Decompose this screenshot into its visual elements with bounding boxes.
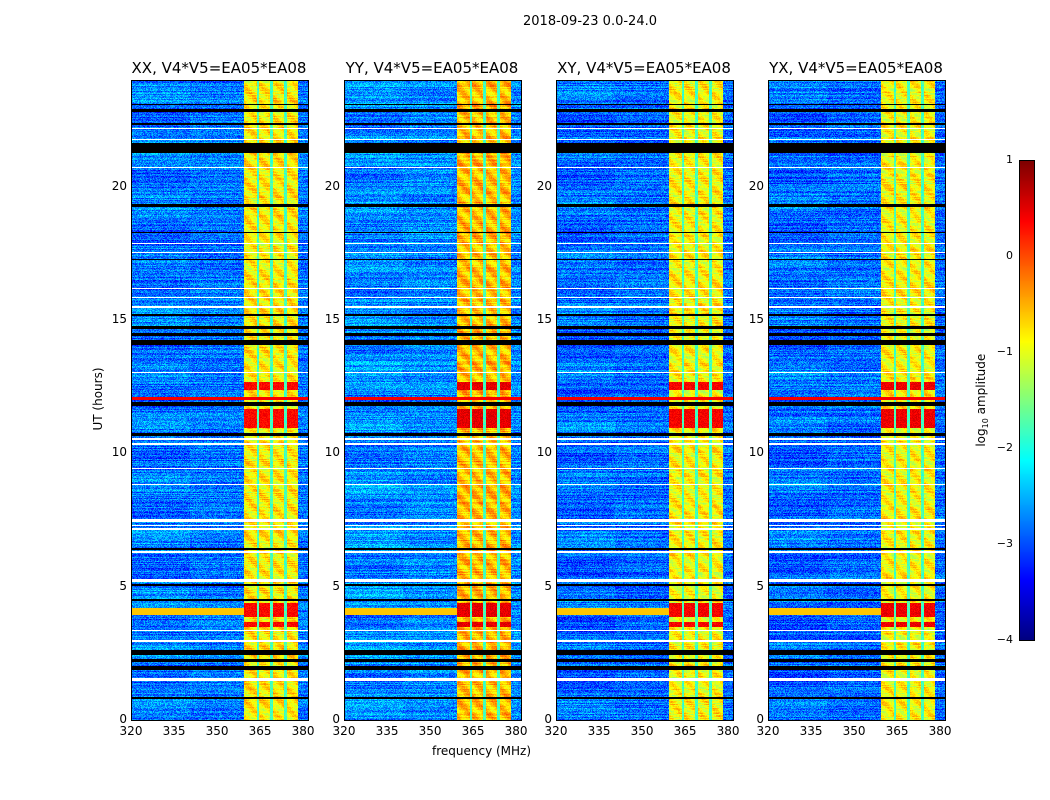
panel-title-0: XX, V4*V5=EA05*EA08 [131,59,307,77]
colorbar-tick-label: 1 [1006,153,1013,166]
heatmap-panel-2 [556,80,734,721]
x-tick-label: 365 [885,724,909,738]
x-tick-label: 320 [756,724,780,738]
x-tick-label: 380 [716,724,740,738]
x-tick-label: 320 [544,724,568,738]
colorbar-label-rest: amplitude [973,353,988,419]
heatmap-panel-1 [344,80,522,721]
y-tick-label: 10 [536,445,552,460]
y-tick-label: 5 [756,578,764,593]
y-tick-label: 5 [332,578,340,593]
x-tick-label: 365 [248,724,272,738]
y-tick-label: 15 [748,312,764,326]
y-tick-label: 20 [111,178,127,193]
y-tick-label: 0 [332,712,340,726]
x-tick-label: 365 [673,724,697,738]
x-tick-label: 335 [162,724,186,738]
x-tick-label: 335 [799,724,823,738]
colorbar-tick-label: −1 [996,345,1013,358]
y-tick-label: 5 [119,578,127,593]
y-tick-label: 20 [324,178,340,193]
heatmap-image-3 [769,81,945,720]
colorbar-tick-label: −2 [996,441,1013,454]
y-tick-label: 5 [544,578,552,593]
panel-title-3: YX, V4*V5=EA05*EA08 [769,59,943,77]
x-tick-label: 320 [119,724,143,738]
colorbar-label-sub: 10 [981,418,991,429]
y-tick-label: 10 [324,445,340,460]
heatmap-image-0 [132,81,308,720]
y-tick-label: 0 [544,712,552,726]
x-tick-label: 380 [504,724,528,738]
x-tick-label: 350 [418,724,442,738]
y-tick-label: 20 [536,178,552,193]
x-tick-label: 350 [630,724,654,738]
colorbar-tick-label: −3 [996,537,1013,550]
x-tick-label: 335 [375,724,399,738]
colorbar [1019,160,1035,641]
x-tick-label: 350 [842,724,866,738]
y-tick-label: 20 [748,178,764,193]
y-tick-label: 15 [324,312,340,326]
x-tick-label: 335 [587,724,611,738]
y-tick-label: 0 [756,712,764,726]
colorbar-tick-label: −4 [996,633,1013,646]
heatmap-panel-0 [131,80,309,721]
x-axis-label: frequency (MHz) [432,744,532,758]
y-tick-label: 15 [111,312,127,326]
heatmap-image-2 [557,81,733,720]
x-tick-label: 320 [332,724,356,738]
x-tick-label: 380 [291,724,315,738]
panel-title-1: YY, V4*V5=EA05*EA08 [345,59,519,77]
colorbar-label: log10 amplitude [974,350,990,450]
y-tick-label: 0 [119,712,127,726]
x-tick-label: 380 [928,724,952,738]
x-tick-label: 350 [205,724,229,738]
heatmap-panel-3 [768,80,946,721]
y-tick-label: 10 [748,445,764,460]
colorbar-tick-label: 0 [1006,249,1013,262]
y-tick-label: 15 [536,312,552,326]
panel-title-2: XY, V4*V5=EA05*EA08 [557,59,731,77]
y-axis-label: UT (hours) [91,367,105,431]
figure-title: 2018-09-23 0.0-24.0 [523,14,657,29]
x-tick-label: 365 [461,724,485,738]
heatmap-image-1 [345,81,521,720]
y-tick-label: 10 [111,445,127,460]
